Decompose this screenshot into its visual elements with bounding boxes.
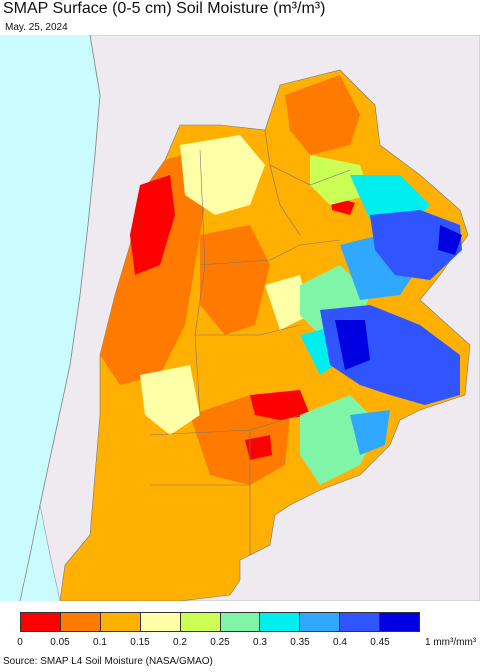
legend-swatch (60, 613, 101, 631)
legend-tick: 0.4 (333, 637, 347, 648)
zone-red-1 (130, 175, 175, 275)
map-date: May. 25, 2024 (5, 22, 68, 33)
legend-tick: 0.2 (173, 637, 187, 648)
chile-coastline (19, 35, 101, 601)
province-borders (149, 129, 351, 555)
legend-swatch (260, 613, 301, 631)
legend-swatch (21, 613, 61, 631)
legend-colorbar (20, 612, 420, 632)
legend-tick: 0.05 (50, 637, 70, 648)
zone-orange-north (285, 75, 360, 155)
legend-swatch (220, 613, 261, 631)
zone-blue-1 (370, 210, 462, 280)
zone-pale-1 (180, 135, 265, 215)
zone-blue-4 (438, 225, 462, 255)
legend-tick: 0.25 (210, 637, 230, 648)
zone-orange-south (190, 395, 290, 485)
source-credit: Source: SMAP L4 Soil Moisture (NASA/GMAO… (3, 656, 213, 667)
legend-unit: 1 mm³/mm³ (425, 637, 477, 648)
zone-pale-3 (265, 275, 310, 330)
legend-tick: 0.35 (290, 637, 310, 648)
zone-red-3 (245, 435, 272, 460)
zone-lightblue-2 (350, 410, 390, 455)
zone-red-2 (250, 390, 310, 420)
legend-swatch (300, 613, 341, 631)
legend-swatch (180, 613, 221, 631)
soil-moisture-map (0, 35, 480, 601)
legend-tick: 0 (17, 637, 23, 648)
zone-blue-3 (335, 320, 370, 370)
legend-tick: 0.1 (93, 637, 107, 648)
zone-green-3 (310, 155, 370, 205)
legend-tick: 0.15 (130, 637, 150, 648)
legend-tick: 0.3 (253, 637, 267, 648)
legend-swatch (100, 613, 141, 631)
zone-pale-2 (140, 365, 200, 435)
legend-ticks: 0 0.05 0.1 0.15 0.2 0.25 0.3 0.35 0.4 0.… (0, 637, 480, 651)
legend-swatch (140, 613, 181, 631)
map-title: SMAP Surface (0-5 cm) Soil Moisture (m³/… (3, 0, 326, 17)
legend-tick: 0.45 (370, 637, 390, 648)
legend-swatch (380, 613, 420, 631)
legend-swatch (340, 613, 381, 631)
zone-orange-central (200, 225, 270, 335)
